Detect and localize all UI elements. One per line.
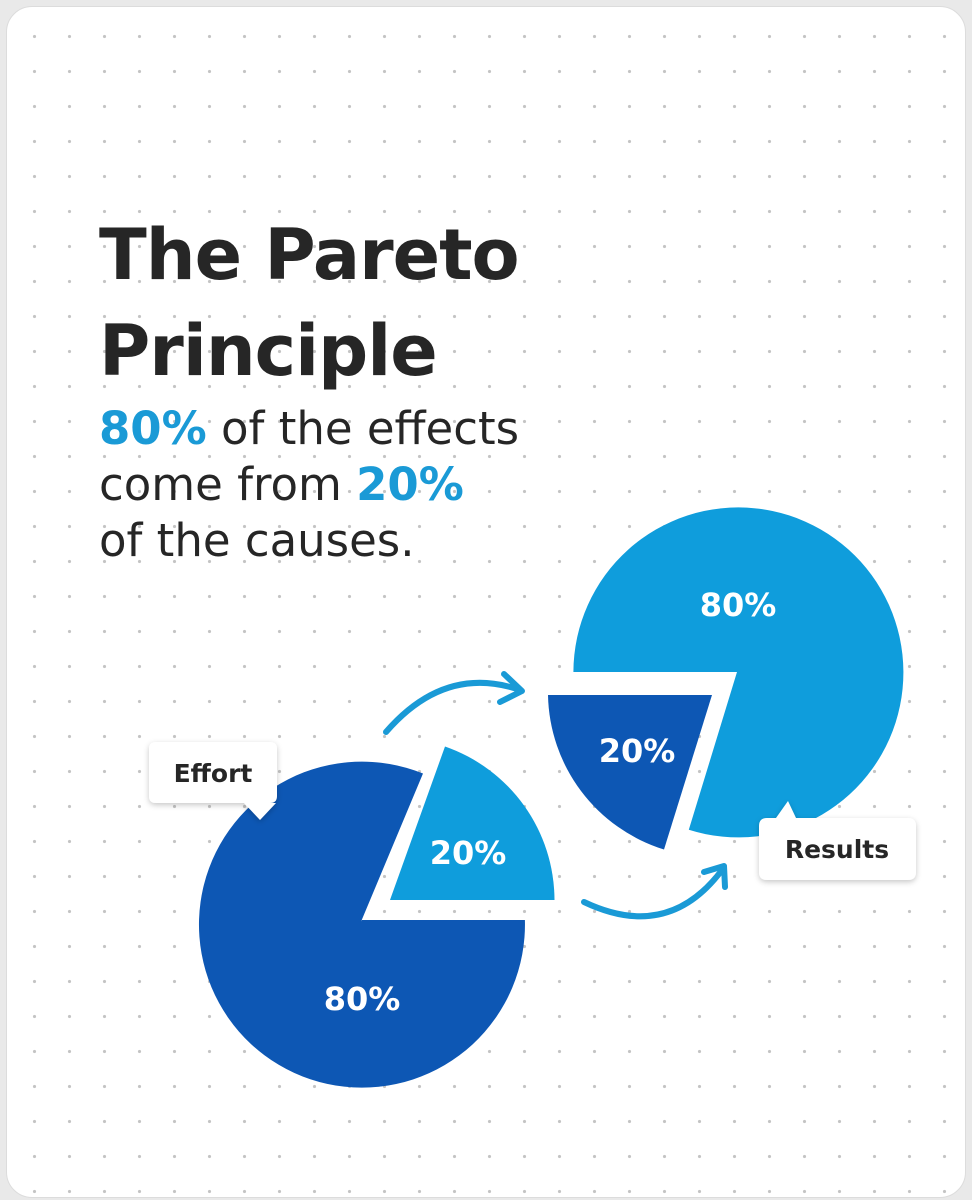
subtitle-highlight-80: 80% bbox=[99, 402, 207, 455]
subtitle-highlight-20: 20% bbox=[356, 458, 464, 511]
title-line-1: The Pareto bbox=[99, 214, 520, 296]
results-pie: 80% 20% bbox=[548, 507, 904, 850]
effort-major-label: 80% bbox=[324, 980, 401, 1018]
results-major-label: 80% bbox=[700, 586, 777, 624]
effort-callout bbox=[149, 742, 277, 820]
results-minor-slice bbox=[548, 695, 712, 850]
title-line-2: Principle bbox=[99, 310, 438, 392]
effort-label: Effort bbox=[174, 759, 253, 788]
results-major-slice bbox=[573, 507, 904, 838]
effort-pie: 80% 20% bbox=[198, 746, 555, 1088]
subtitle-line-2-text: come from bbox=[99, 458, 357, 511]
page-title: The Pareto Principle bbox=[99, 207, 520, 399]
effort-minor-label: 20% bbox=[430, 834, 507, 872]
subtitle-line-1-text: of the effects bbox=[206, 402, 520, 455]
results-minor-label: 20% bbox=[599, 732, 676, 770]
subtitle-line-3-text: of the causes. bbox=[99, 514, 415, 567]
effort-major-slice bbox=[198, 761, 525, 1088]
results-label: Results bbox=[785, 835, 889, 864]
arrow-right-icon bbox=[383, 671, 525, 735]
subtitle: 80% of the effects come from 20% of the … bbox=[99, 401, 519, 569]
effort-minor-slice bbox=[390, 746, 555, 900]
arrow-right-icon bbox=[581, 863, 728, 920]
results-callout bbox=[759, 801, 916, 880]
